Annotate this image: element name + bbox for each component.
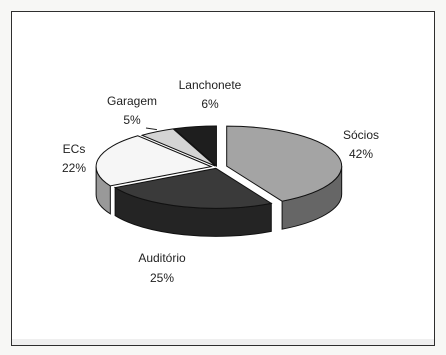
label-value-2: 22% xyxy=(62,161,86,175)
chart-frame: Sócios 42% Auditório 25% ECs 22% Garagem 5% Lanc… xyxy=(11,11,435,346)
label-name-4: Lanchonete xyxy=(179,78,242,92)
label-value-3: 5% xyxy=(123,113,141,127)
label-value-4: 6% xyxy=(201,97,219,111)
data-labels: Sócios 42% Auditório 25% ECs 22% Garagem 5% Lanc… xyxy=(62,78,379,285)
label-name-2: ECs xyxy=(63,142,86,156)
slice-0 xyxy=(226,125,343,202)
pie-tops xyxy=(95,125,343,209)
pie-chart: Sócios 42% Auditório 25% ECs 22% Garagem 5% Lanc… xyxy=(62,78,379,285)
slice-1 xyxy=(113,167,273,209)
label-value-1: 25% xyxy=(150,271,174,285)
leader-lines xyxy=(145,127,158,131)
label-value-0: 42% xyxy=(349,147,373,161)
leader-line-garagem xyxy=(145,127,158,131)
label-name-1: Auditório xyxy=(138,251,186,265)
pie-sides xyxy=(95,166,343,237)
slice-2 xyxy=(95,135,213,187)
label-name-0: Sócios xyxy=(343,128,379,142)
slice-4 xyxy=(172,125,217,168)
label-name-3: Garagem xyxy=(107,94,157,108)
slice-3 xyxy=(140,128,216,167)
frame-shadow xyxy=(12,339,434,345)
